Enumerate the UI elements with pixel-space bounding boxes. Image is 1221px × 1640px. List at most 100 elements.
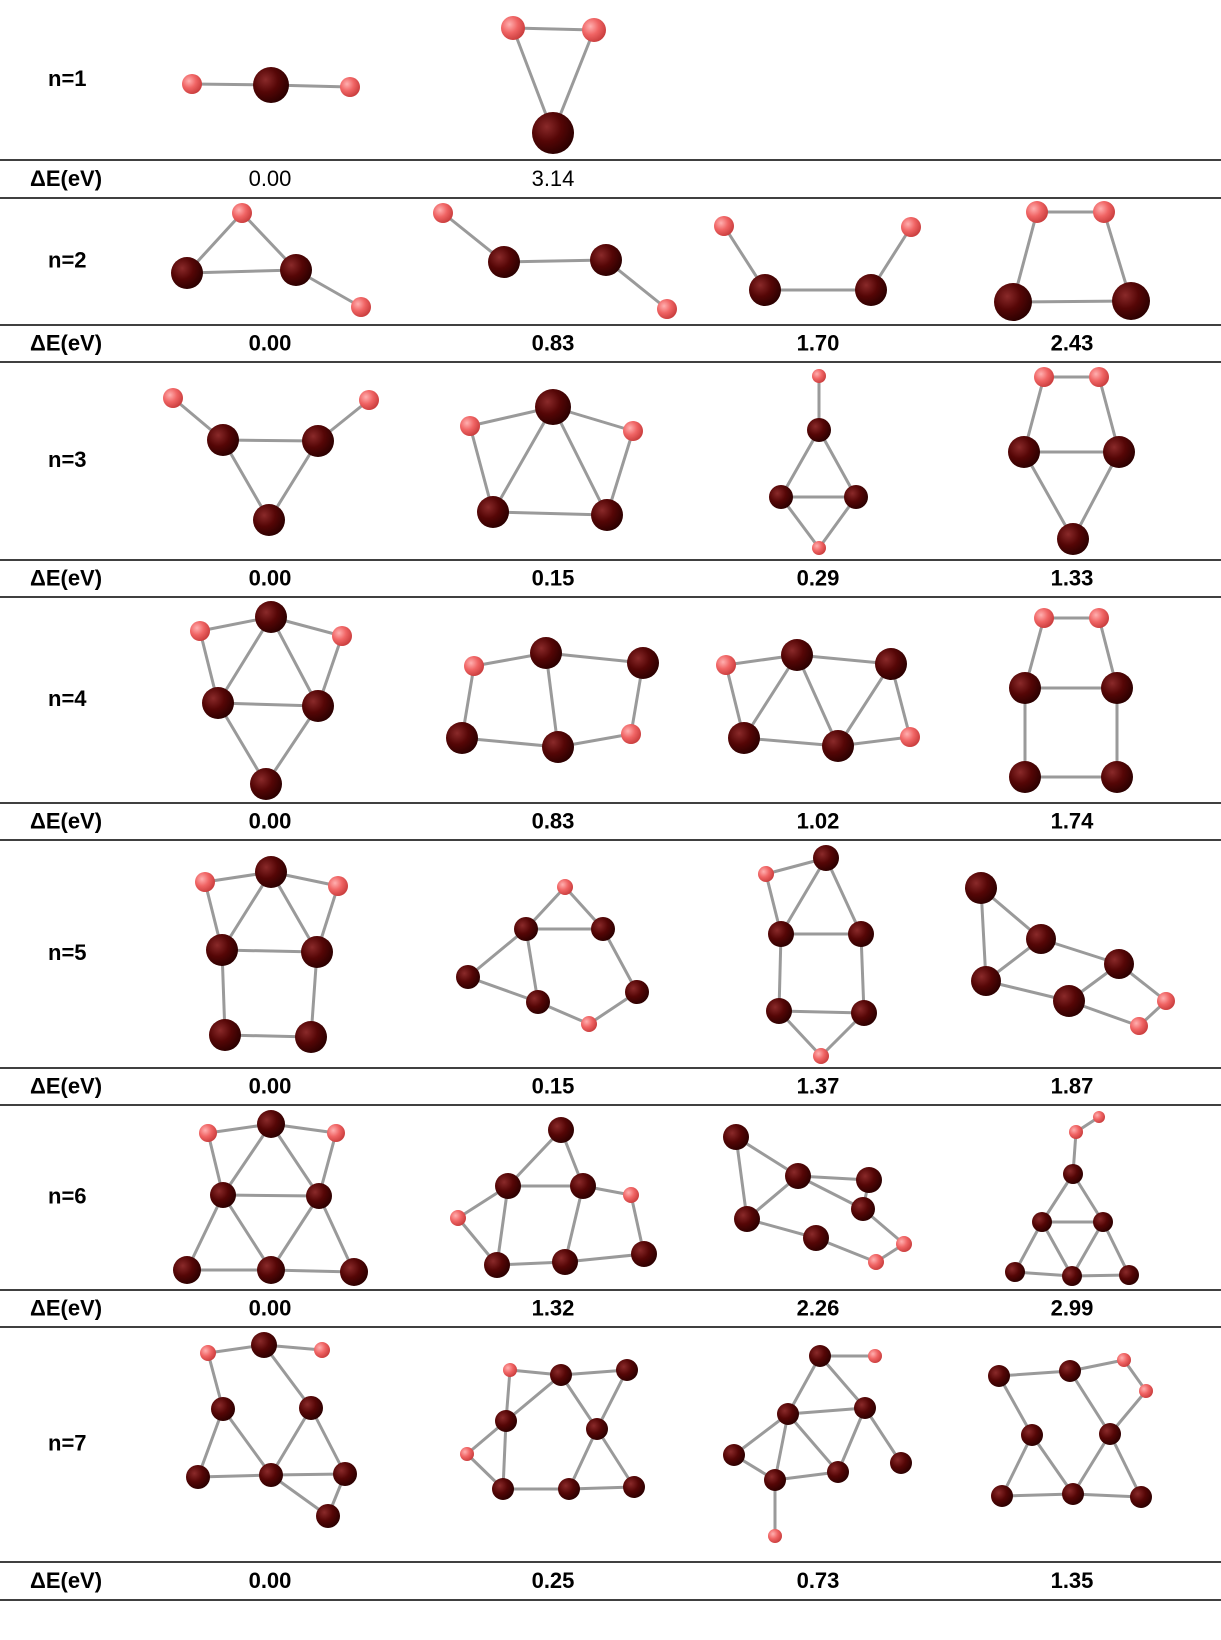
heavy-atom — [803, 1225, 829, 1251]
heavy-atom — [484, 1252, 510, 1278]
heavy-atom — [488, 246, 520, 278]
energy-value: 0.83 — [532, 330, 575, 355]
cluster-structure — [171, 203, 371, 317]
heavy-atom — [627, 647, 659, 679]
energy-label: ΔE(eV) — [30, 166, 102, 191]
energy-value: 1.35 — [1051, 1568, 1094, 1593]
heavy-atom — [1008, 436, 1040, 468]
heavy-atom — [1093, 1212, 1113, 1232]
light-atom — [1093, 201, 1115, 223]
row-label: n=6 — [48, 1183, 87, 1208]
heavy-atom — [1062, 1266, 1082, 1286]
light-atom — [450, 1210, 466, 1226]
light-atom — [1089, 608, 1109, 628]
heavy-atom — [299, 1396, 323, 1420]
heavy-atom — [768, 921, 794, 947]
energy-value: 1.37 — [797, 1073, 840, 1098]
light-atom — [195, 872, 215, 892]
light-atom — [1026, 201, 1048, 223]
light-atom — [901, 217, 921, 237]
cluster-structure — [1008, 367, 1135, 555]
heavy-atom — [875, 648, 907, 680]
heavy-atom — [1104, 949, 1134, 979]
heavy-atom — [625, 980, 649, 1004]
heavy-atom — [173, 1256, 201, 1284]
cluster-structure — [965, 872, 1175, 1035]
light-atom — [557, 879, 573, 895]
heavy-atom — [302, 425, 334, 457]
heavy-atom — [251, 1332, 277, 1358]
light-atom — [1034, 367, 1054, 387]
light-atom — [716, 655, 736, 675]
heavy-atom — [333, 1462, 357, 1486]
heavy-atom — [781, 639, 813, 671]
heavy-atom — [253, 504, 285, 536]
heavy-atom — [257, 1110, 285, 1138]
heavy-atom — [856, 1167, 882, 1193]
heavy-atom — [477, 496, 509, 528]
heavy-atom — [965, 872, 997, 904]
page: {"rows": [ {"label": "n=1", "energy_labe… — [0, 0, 1221, 1635]
light-atom — [813, 1048, 829, 1064]
energy-value: 1.74 — [1051, 808, 1095, 833]
heavy-atom — [1021, 1424, 1043, 1446]
row-label: n=1 — [48, 66, 87, 91]
heavy-atom — [550, 1364, 572, 1386]
cluster-structure — [714, 216, 921, 306]
heavy-atom — [991, 1485, 1013, 1507]
light-atom — [340, 77, 360, 97]
heavy-atom — [590, 244, 622, 276]
heavy-atom — [822, 730, 854, 762]
heavy-atom — [854, 1397, 876, 1419]
cluster-structure — [716, 639, 920, 762]
energy-value: 0.00 — [249, 330, 292, 355]
light-atom — [657, 299, 677, 319]
heavy-atom — [827, 1461, 849, 1483]
light-atom — [503, 1363, 517, 1377]
cluster-structure — [450, 1117, 657, 1278]
cluster-structure — [758, 845, 877, 1064]
heavy-atom — [971, 966, 1001, 996]
heavy-atom — [306, 1183, 332, 1209]
energy-value: 3.14 — [532, 166, 575, 191]
heavy-atom — [1101, 672, 1133, 704]
cluster-structure — [1005, 1111, 1139, 1286]
heavy-atom — [340, 1258, 368, 1286]
heavy-atom — [813, 845, 839, 871]
heavy-atom — [446, 722, 478, 754]
heavy-atom — [548, 1117, 574, 1143]
light-atom — [1157, 992, 1175, 1010]
cluster-structure — [186, 1332, 357, 1528]
energy-value: 0.00 — [249, 1295, 292, 1320]
cluster-structure — [446, 637, 659, 763]
cluster-structure — [456, 879, 649, 1032]
heavy-atom — [1009, 761, 1041, 793]
light-atom — [581, 1016, 597, 1032]
energy-value: 1.02 — [797, 808, 840, 833]
light-atom — [812, 541, 826, 555]
bond — [553, 407, 607, 515]
heavy-atom — [253, 67, 289, 103]
energy-value: 0.15 — [532, 1073, 575, 1098]
cluster-structure — [460, 1359, 645, 1500]
heavy-atom — [255, 856, 287, 888]
heavy-atom — [809, 1345, 831, 1367]
heavy-atom — [280, 254, 312, 286]
light-atom — [714, 216, 734, 236]
heavy-atom — [209, 1019, 241, 1051]
heavy-atom — [250, 768, 282, 800]
heavy-atom — [1053, 985, 1085, 1017]
light-atom — [433, 203, 453, 223]
energy-label: ΔE(eV) — [30, 808, 102, 833]
heavy-atom — [1112, 282, 1150, 320]
bond — [1070, 1371, 1110, 1434]
energy-value: 2.43 — [1051, 330, 1094, 355]
heavy-atom — [1026, 924, 1056, 954]
cluster-structure — [460, 389, 643, 531]
light-atom — [460, 416, 480, 436]
energy-value: 2.26 — [797, 1295, 840, 1320]
bond — [187, 270, 296, 273]
cluster-structure — [433, 203, 677, 319]
heavy-atom — [851, 1197, 875, 1221]
light-atom — [314, 1342, 330, 1358]
